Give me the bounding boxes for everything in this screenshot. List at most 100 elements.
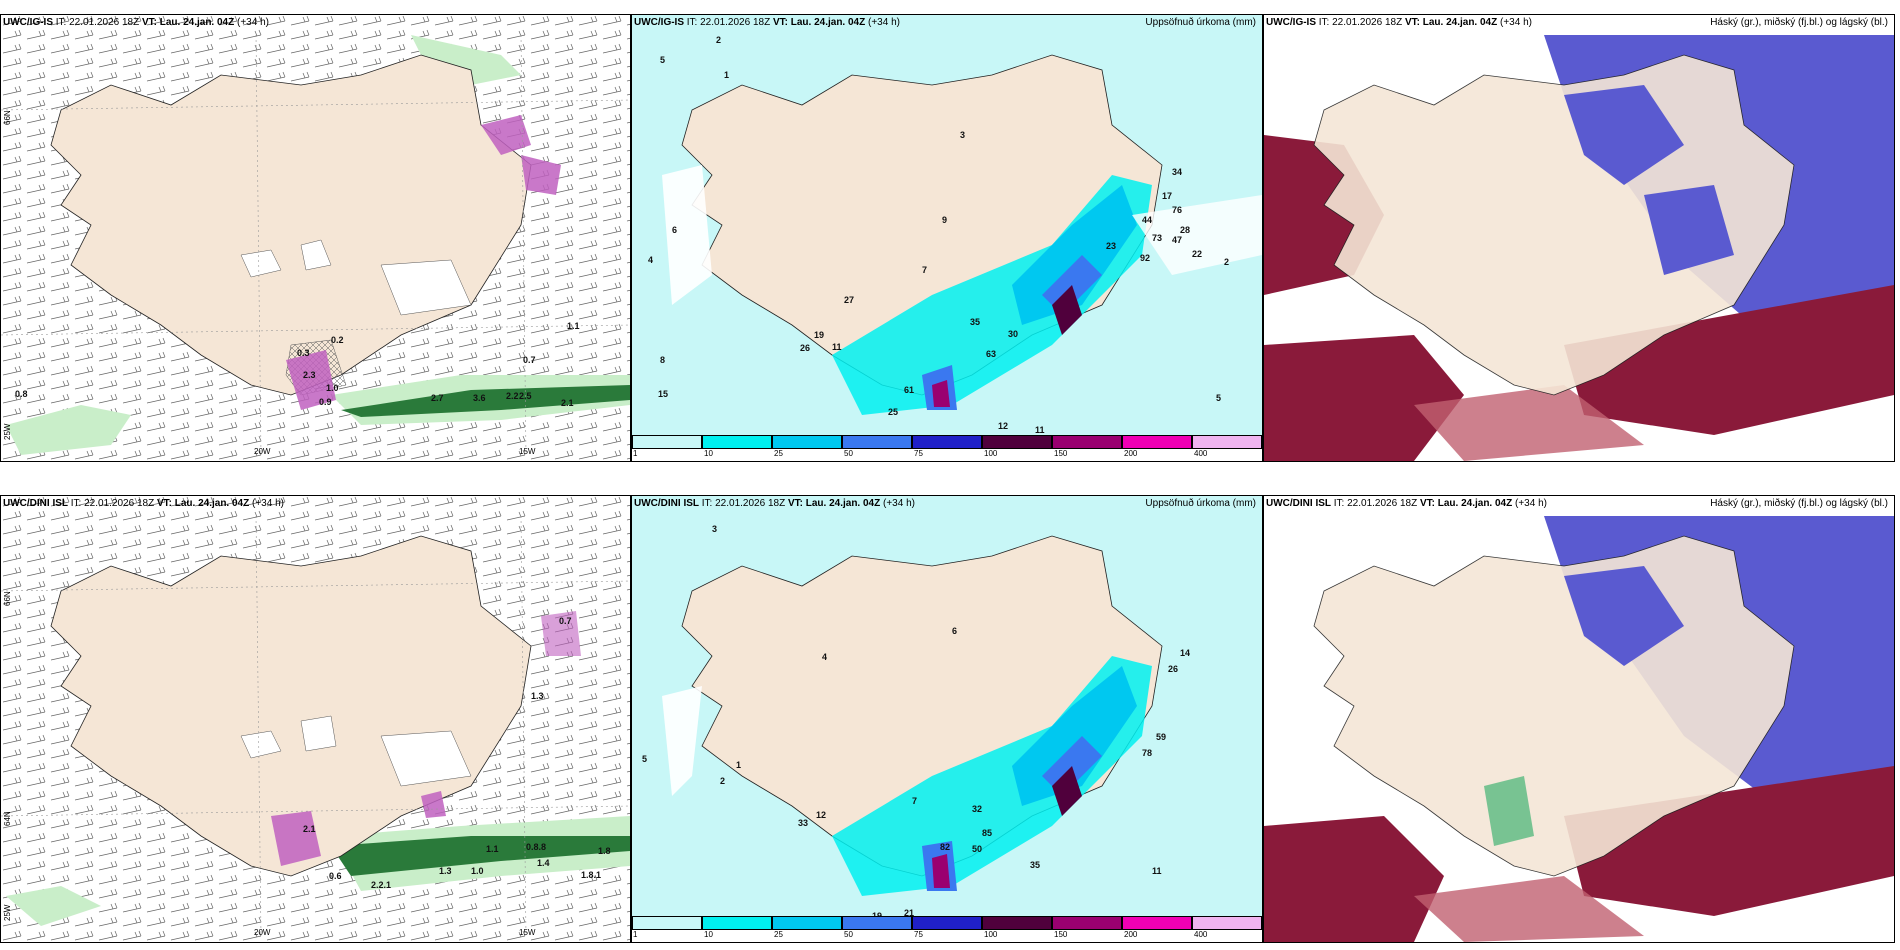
precip-value: 3	[960, 130, 966, 140]
legend-tick: 25	[774, 930, 783, 939]
precip-value: 0.6	[329, 871, 342, 881]
precip-value: 0.9	[319, 397, 332, 407]
precip-value: 0.3	[297, 348, 310, 358]
legend-tick: 25	[774, 449, 783, 458]
precip-value: 2.1	[303, 824, 316, 834]
precip-value: 2.3	[303, 370, 316, 380]
precip-value: 82	[940, 842, 951, 852]
map-panel-bottom-right: UWC/DINI ISL IT: 22.01.2026 18Z VT: Lau.…	[1263, 495, 1895, 943]
map-panel-top-middle: UWC/IG-IS IT: 22.01.2026 18Z VT: Lau. 24…	[631, 14, 1263, 462]
legend-tick: 200	[1124, 930, 1138, 939]
precip-value: 2	[716, 35, 722, 45]
precip-value: 27	[844, 295, 855, 305]
precip-value: 1.3	[439, 866, 452, 876]
precip-value: 4	[822, 652, 828, 662]
precip-value: 9	[942, 215, 948, 225]
legend-swatch	[1122, 916, 1192, 930]
precip-value: 0.2	[331, 335, 344, 345]
precip-value: 92	[1140, 253, 1151, 263]
legend-swatch	[772, 435, 842, 449]
precip-value: 2.2.1	[371, 880, 392, 890]
precip-value: 12	[998, 421, 1009, 431]
precip-value: 5	[660, 55, 666, 65]
precip-value: 63	[986, 349, 997, 359]
light-precip-area	[6, 405, 131, 455]
precip-legend: 1 10 25 50 75 100 150 200 400	[632, 435, 1262, 458]
wind-map	[1, 496, 630, 942]
legend-tick: 100	[984, 930, 998, 939]
precip-value: 1.1	[486, 844, 499, 854]
legend-swatch	[912, 435, 982, 449]
precip-map	[632, 15, 1262, 445]
map-title: Uppsöfnuð úrkoma (mm)	[1145, 17, 1256, 28]
lon-label-20w: 20W	[254, 447, 271, 456]
precip-value: 33	[798, 818, 809, 828]
precip-value: 5	[1216, 393, 1222, 403]
legend-swatch	[982, 435, 1052, 449]
precip-value: 0.8	[15, 389, 28, 399]
precip-value: 7	[922, 265, 928, 275]
map-panel-top-left: UWC/IG-IS IT: 22.01.2026 18Z VT: Lau. 24…	[0, 14, 631, 462]
legend-swatch	[982, 916, 1052, 930]
precip-value: 17	[1162, 191, 1173, 201]
panel-header: UWC/IG-IS IT: 22.01.2026 18Z VT: Lau. 24…	[634, 17, 900, 28]
precip-value: 0.8.8	[526, 842, 547, 852]
precip-value: 6	[672, 225, 678, 235]
legend-tick: 1	[633, 930, 638, 939]
precip-value: 2.2	[506, 391, 519, 401]
precip-value: 30	[1008, 329, 1019, 339]
precip-value: 34	[1172, 167, 1183, 177]
legend-tick: 50	[844, 930, 853, 939]
precip-value: 76	[1172, 205, 1183, 215]
precip-value: 1.0	[471, 866, 484, 876]
legend-tick: 200	[1124, 449, 1138, 458]
legend-swatch	[912, 916, 982, 930]
legend-tick: 400	[1194, 449, 1208, 458]
precip-value: 22	[1192, 249, 1203, 259]
precip-value: 11	[1035, 425, 1045, 435]
precip-value: 14	[1180, 648, 1191, 658]
legend-swatch	[1052, 916, 1122, 930]
lon-label-20w: 20W	[254, 928, 271, 937]
lon-label-25w: 25W	[3, 904, 12, 921]
legend-swatch	[842, 435, 912, 449]
precip-value: 2.7	[431, 393, 444, 403]
precip-value: 11	[1152, 866, 1162, 876]
wind-map	[1, 15, 630, 461]
precip-value: 19	[814, 330, 825, 340]
lat-label-64n: 64N	[3, 811, 12, 826]
panel-header: UWC/IG-IS IT: 22.01.2026 18Z VT: Lau. 24…	[1266, 17, 1532, 28]
legend-tick: 150	[1054, 449, 1068, 458]
legend-tick: 10	[704, 930, 713, 939]
precip-value: 2.5	[519, 391, 532, 401]
legend-swatch	[772, 916, 842, 930]
precip-value: 1.3	[531, 691, 544, 701]
precip-value: 11	[832, 342, 842, 352]
map-title: Háský (gr.), miðský (fj.bl.) og lágský (…	[1710, 17, 1888, 28]
precip-map	[632, 496, 1262, 926]
panel-header: UWC/DINI ISL IT: 22.01.2026 18Z VT: Lau.…	[634, 498, 915, 509]
precip-value: 28	[1180, 225, 1191, 235]
precip-value: 2.1	[561, 398, 574, 408]
precip-value: 1.8.1	[581, 870, 602, 880]
legend-swatch	[702, 435, 772, 449]
precip-value: 78	[1142, 748, 1153, 758]
precip-value: 25	[888, 407, 899, 417]
legend-swatch	[632, 435, 702, 449]
precip-legend: 1 10 25 50 75 100 150 200 400	[632, 916, 1262, 939]
cloud-map	[1264, 15, 1894, 461]
precip-value: 85	[982, 828, 993, 838]
legend-swatch	[1122, 435, 1192, 449]
legend-swatch	[1192, 435, 1262, 449]
lat-label-66n: 66N	[3, 110, 12, 125]
lon-label-25w: 25W	[3, 423, 12, 440]
cloud-map	[1264, 496, 1894, 942]
legend-tick: 1	[633, 449, 638, 458]
precip-value: 0.7	[559, 616, 572, 626]
precip-value: 1.8	[598, 846, 611, 856]
precip-value: 32	[972, 804, 983, 814]
map-title: Uppsöfnuð úrkoma (mm)	[1145, 498, 1256, 509]
precip-value: 2	[1224, 257, 1230, 267]
precip-value: 6	[952, 626, 958, 636]
precip-value: 3	[712, 524, 718, 534]
